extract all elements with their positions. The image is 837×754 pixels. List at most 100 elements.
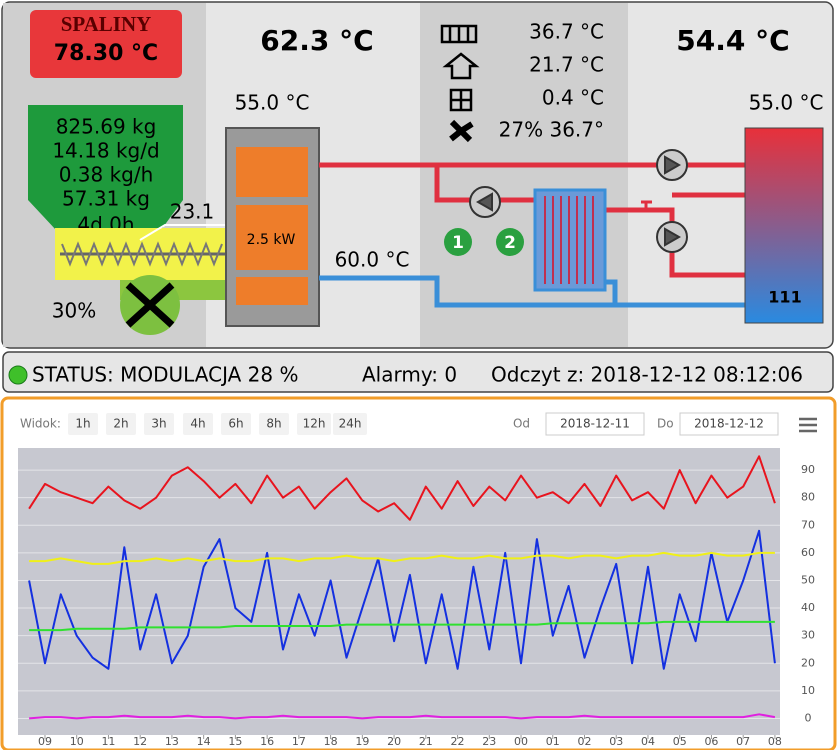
range-label[interactable]: 8h bbox=[266, 417, 281, 431]
feeder-value: 23.1 bbox=[170, 200, 215, 224]
view-label: Widok: bbox=[20, 417, 61, 431]
fuel-value: 57.31 kg bbox=[62, 187, 150, 211]
range-button[interactable] bbox=[221, 413, 251, 435]
range-button[interactable] bbox=[333, 413, 367, 435]
series-line bbox=[29, 620, 775, 632]
tank-temp: 54.4 °C bbox=[676, 24, 789, 57]
y-tick-label: 40 bbox=[801, 601, 815, 614]
plot-area bbox=[18, 448, 780, 735]
boiler-part bbox=[236, 147, 308, 197]
y-tick-label: 30 bbox=[801, 629, 815, 642]
x-tick-label: 03 bbox=[609, 735, 623, 748]
menu-button[interactable] bbox=[799, 417, 817, 433]
tank-label: 111 bbox=[768, 288, 801, 307]
range-label[interactable]: 4h bbox=[190, 417, 205, 431]
x-tick-label: 04 bbox=[641, 735, 655, 748]
heating-value: 36.7 °C bbox=[529, 20, 604, 44]
tank bbox=[744, 127, 824, 324]
fuel-value: 14.18 kg/d bbox=[52, 139, 159, 163]
fan-blades bbox=[125, 282, 175, 328]
heating-value: 27% 36.7° bbox=[499, 118, 604, 142]
range-button[interactable] bbox=[259, 413, 289, 435]
flue-label: SPALINY bbox=[61, 12, 152, 36]
boiler-part bbox=[236, 205, 308, 270]
range-button[interactable] bbox=[297, 413, 331, 435]
reading: Odczyt z: 2018-12-12 08:12:06 bbox=[491, 363, 803, 387]
range-button[interactable] bbox=[106, 413, 136, 435]
range-label[interactable]: 3h bbox=[151, 417, 166, 431]
x-tick-label: 22 bbox=[451, 735, 465, 748]
series-line bbox=[29, 713, 776, 720]
x-tick-label: 14 bbox=[197, 735, 211, 748]
tank-set: 55.0 °C bbox=[749, 91, 824, 115]
range-label[interactable]: 2h bbox=[113, 417, 128, 431]
from-date[interactable]: 2018-12-11 bbox=[560, 417, 630, 431]
range-label[interactable]: 1h bbox=[75, 417, 90, 431]
power: 2.5 kW bbox=[247, 232, 296, 248]
status-bar bbox=[2, 351, 834, 393]
x-tick-label: 10 bbox=[70, 735, 84, 748]
range-button[interactable] bbox=[68, 413, 98, 435]
y-tick-label: 0 bbox=[805, 711, 812, 724]
series-line bbox=[28, 455, 776, 521]
status-text: STATUS: MODULACJA 28 % bbox=[32, 363, 298, 387]
range-button[interactable] bbox=[144, 413, 174, 435]
range-label[interactable]: 24h bbox=[339, 417, 362, 431]
fuel-value: 0.38 kg/h bbox=[59, 163, 154, 187]
alarms: Alarmy: 0 bbox=[362, 363, 457, 387]
y-tick-label: 60 bbox=[801, 546, 815, 559]
fan-value: 30% bbox=[52, 299, 96, 323]
series-line bbox=[28, 529, 776, 670]
from-label: Od bbox=[513, 417, 530, 431]
x-tick-label: 19 bbox=[355, 735, 369, 748]
pump-badge bbox=[496, 228, 524, 256]
x-tick-label: 11 bbox=[101, 735, 115, 748]
exchanger-lines bbox=[544, 196, 594, 284]
y-tick-label: 10 bbox=[801, 684, 815, 697]
boiler-temp: 62.3 °C bbox=[260, 24, 373, 57]
icons bbox=[440, 24, 480, 143]
y-tick-label: 80 bbox=[801, 491, 815, 504]
x-tick-label: 18 bbox=[324, 735, 338, 748]
hopper bbox=[28, 105, 183, 245]
fuel-value: 825.69 kg bbox=[56, 115, 157, 139]
x-tick-label: 08 bbox=[768, 735, 782, 748]
x-tick-label: 05 bbox=[673, 735, 687, 748]
from-input[interactable] bbox=[545, 412, 645, 436]
y-tick-label: 20 bbox=[801, 656, 815, 669]
to-label: Do bbox=[657, 417, 674, 431]
x-tick-label: 15 bbox=[228, 735, 242, 748]
x-tick-label: 21 bbox=[419, 735, 433, 748]
status-led bbox=[8, 365, 28, 385]
boiler-set: 55.0 °C bbox=[235, 91, 310, 115]
range-label[interactable]: 12h bbox=[303, 417, 326, 431]
x-tick-label: 23 bbox=[482, 735, 496, 748]
x-tick-label: 06 bbox=[704, 735, 718, 748]
x-tick-label: 13 bbox=[165, 735, 179, 748]
heating-value: 0.4 °C bbox=[542, 86, 604, 110]
range-label[interactable]: 6h bbox=[228, 417, 243, 431]
pump-number: 2 bbox=[504, 233, 516, 253]
heating-value: 21.7 °C bbox=[529, 53, 604, 77]
y-tick-label: 90 bbox=[801, 463, 815, 476]
x-tick-label: 20 bbox=[387, 735, 401, 748]
return-temp: 60.0 °C bbox=[335, 248, 410, 272]
x-tick-label: 12 bbox=[133, 735, 147, 748]
pump-number: 1 bbox=[452, 233, 464, 253]
x-tick-label: 16 bbox=[260, 735, 274, 748]
x-tick-label: 17 bbox=[292, 735, 306, 748]
x-tick-label: 01 bbox=[546, 735, 560, 748]
to-date[interactable]: 2018-12-12 bbox=[694, 417, 764, 431]
x-tick-label: 00 bbox=[514, 735, 528, 748]
x-tick-label: 07 bbox=[736, 735, 750, 748]
y-tick-label: 70 bbox=[801, 518, 815, 531]
series-line bbox=[29, 551, 775, 565]
x-tick-label: 09 bbox=[38, 735, 52, 748]
range-button[interactable] bbox=[183, 413, 213, 435]
flue-temp: 78.30 °C bbox=[54, 41, 158, 66]
to-input[interactable] bbox=[679, 412, 779, 436]
pump-badge bbox=[444, 228, 472, 256]
pumps bbox=[469, 149, 688, 253]
